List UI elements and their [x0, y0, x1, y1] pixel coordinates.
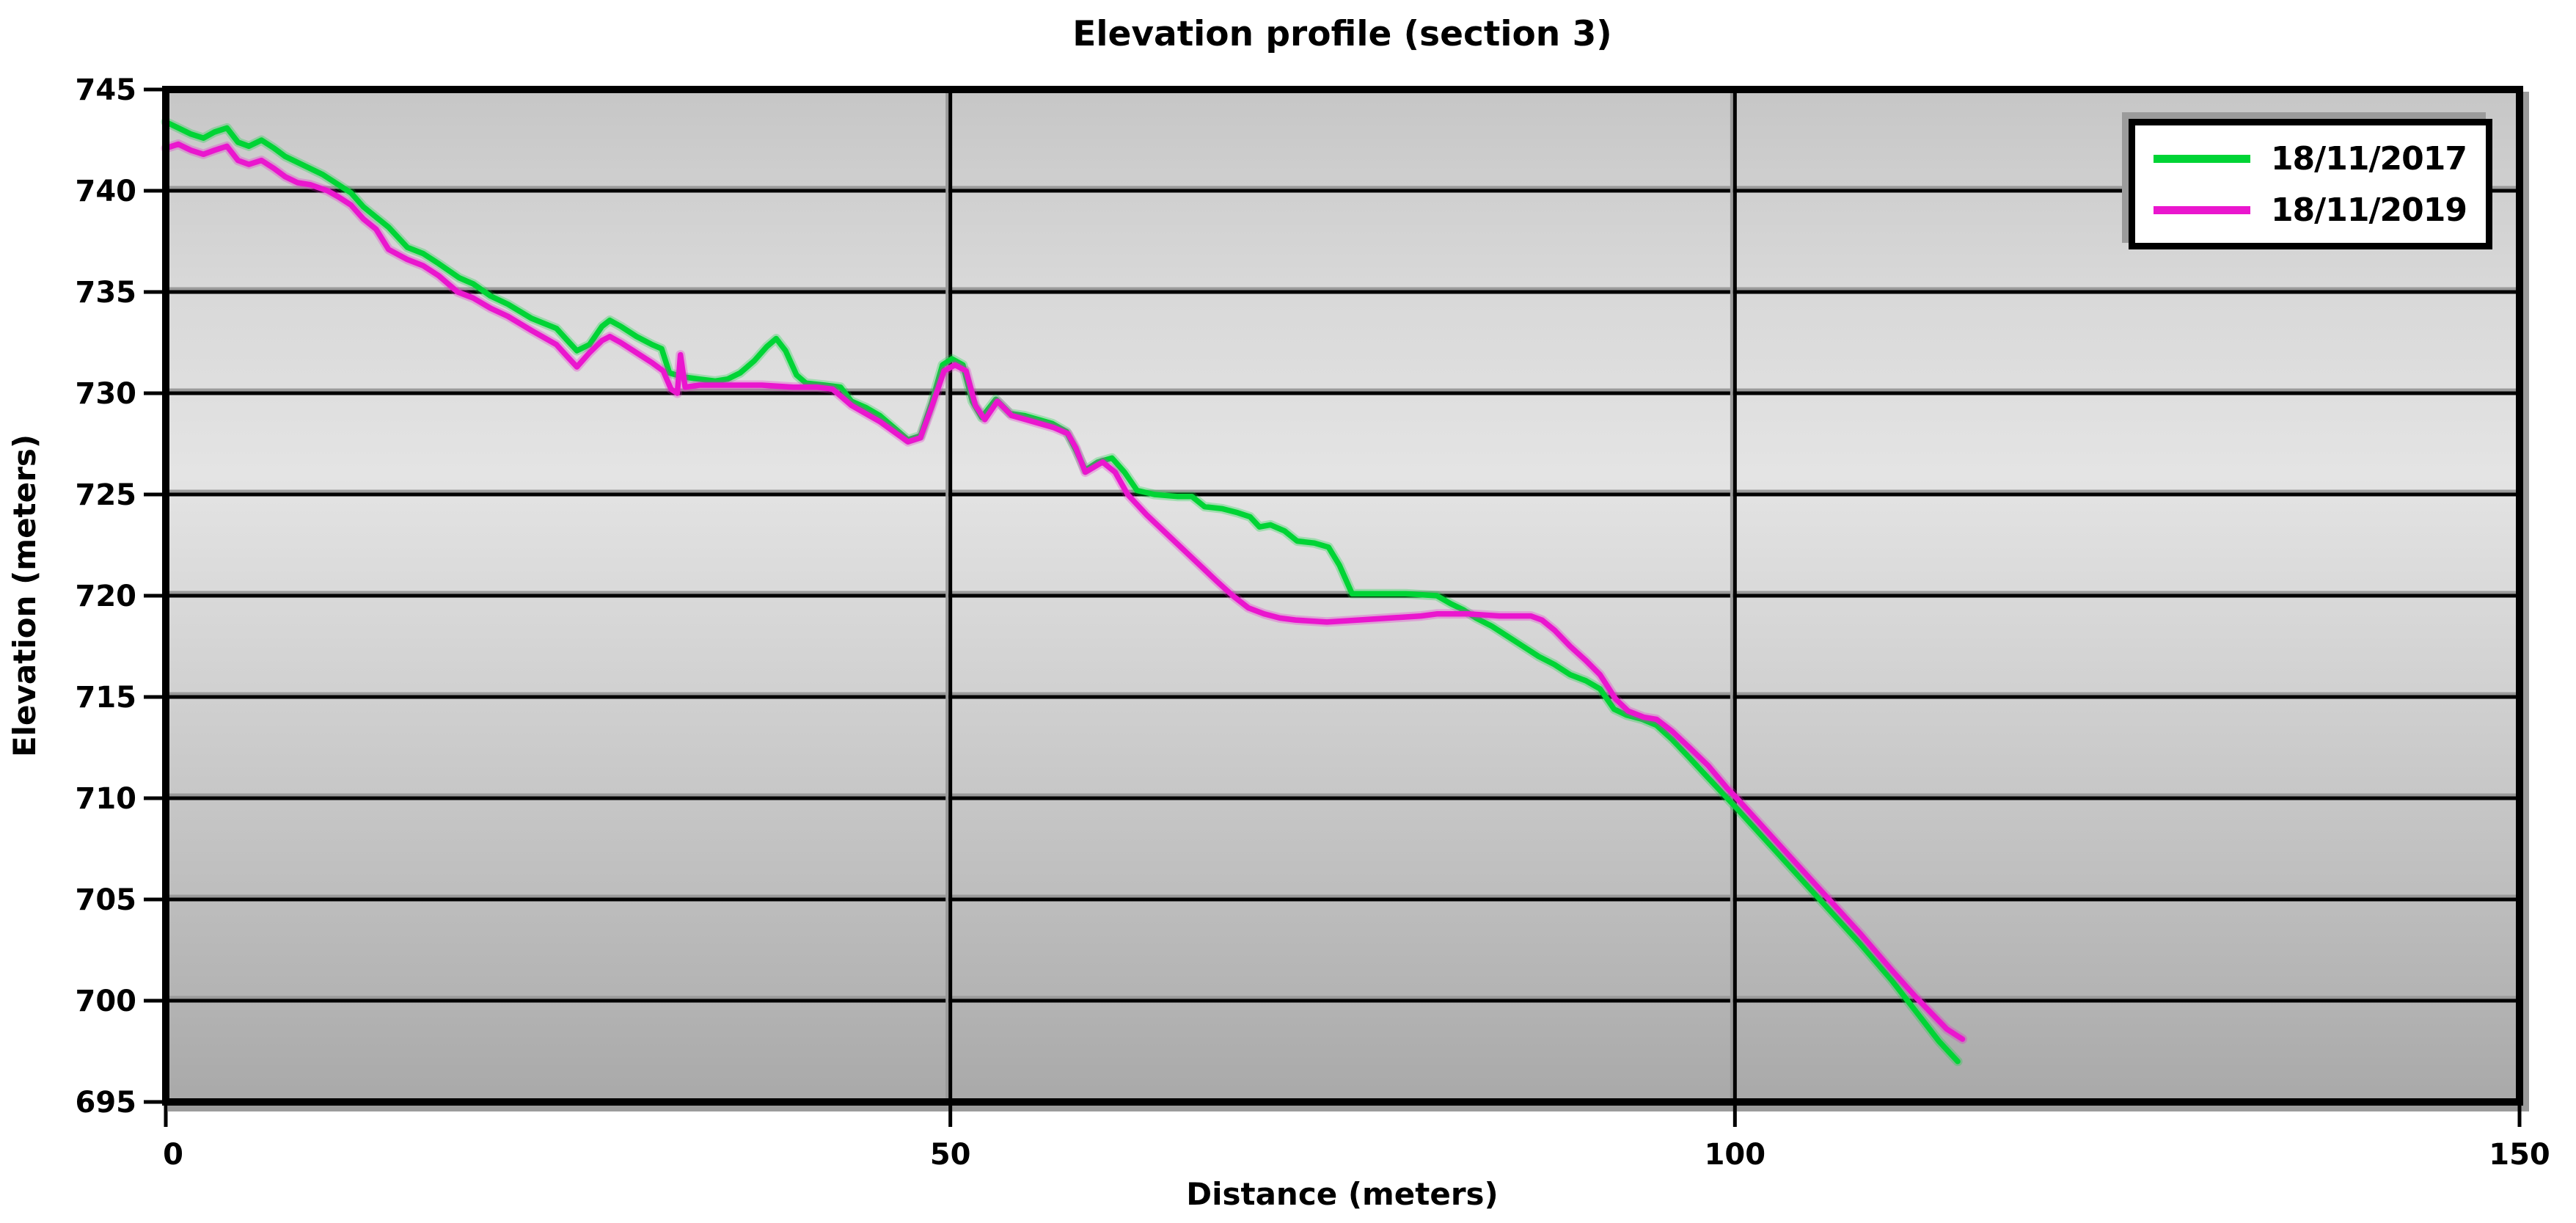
y-tick-label: 710: [76, 782, 137, 816]
y-tick-label: 695: [76, 1086, 137, 1120]
y-tick-label: 745: [76, 73, 137, 107]
y-tick-label: 740: [76, 175, 137, 208]
legend-label: 18/11/2019: [2270, 191, 2467, 229]
legend-line-sample-2019: [2153, 205, 2250, 214]
x-tick-label: 50: [930, 1138, 971, 1172]
series-line-0: [163, 119, 1961, 1065]
chart-title: Elevation profile (section 3): [1072, 14, 1612, 54]
x-axis-title: Distance (meters): [1186, 1176, 1499, 1212]
y-tick-label: 700: [76, 985, 137, 1018]
legend-line-sample-2017: [2153, 154, 2250, 163]
y-tick-label: 725: [76, 478, 137, 512]
y-tick-label: 705: [76, 883, 137, 917]
legend-item: 18/11/2019: [2150, 191, 2467, 229]
legend-item: 18/11/2017: [2150, 140, 2467, 178]
y-tick-label: 720: [76, 580, 137, 613]
legend: 18/11/2017 18/11/2019: [2129, 119, 2492, 249]
x-tick-label: 100: [1705, 1138, 1766, 1172]
x-tick-label: 150: [2489, 1138, 2550, 1172]
y-tick-label: 730: [76, 377, 137, 411]
y-tick-label: 735: [76, 276, 137, 310]
series-line-1: [163, 141, 1966, 1043]
legend-label: 18/11/2017: [2270, 139, 2467, 178]
x-tick-label: 0: [163, 1138, 183, 1172]
y-tick-label: 715: [76, 681, 137, 715]
y-axis-title: Elevation (meters): [7, 434, 43, 757]
